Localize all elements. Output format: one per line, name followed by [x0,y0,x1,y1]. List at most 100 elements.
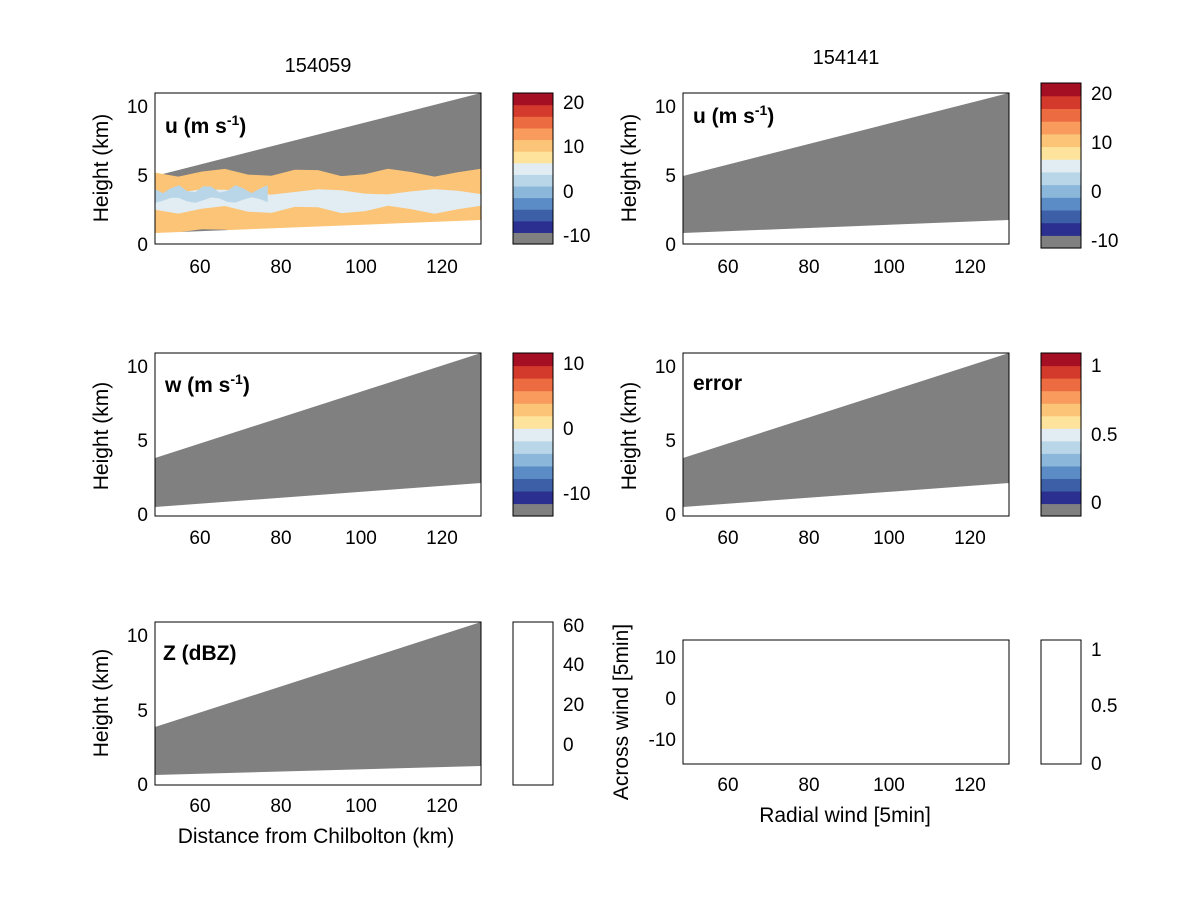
panel-w: w (m s-1) 60 80 100 120 0 5 10 Height (k… [90,352,590,549]
colorbar-level [513,478,553,492]
panel-title: 154141 [813,47,880,69]
colorbar-tick: 20 [563,695,584,716]
colorbar-level [1041,353,1081,367]
panel-reflectivity: Z (dBZ) 60 80 100 120 0 5 10 Height (km)… [90,616,584,848]
y-ticks: 0 5 10 [127,357,148,526]
x-ticks: 60 80 100 120 [189,257,457,278]
colorbar-level [1041,490,1081,505]
x-tick-label: 60 [717,528,738,549]
colorbar-level [513,162,553,175]
colorbar-level [513,104,553,117]
field-label: w (m s-1) [164,371,250,397]
x-tick-label: 100 [345,257,377,278]
field-label: Z (dBZ) [163,642,236,665]
x-tick-label: 100 [345,528,377,549]
colorbar-blocks [513,93,553,245]
x-axis-label: Radial wind [5min] [759,804,931,827]
colorbar-tick: 0 [1091,493,1102,514]
colorbar-level [513,440,553,454]
colorbar-level [513,232,553,245]
y-tick-label: 10 [127,626,148,647]
x-tick-label: 60 [717,775,738,796]
colorbar-level [1041,453,1081,467]
colorbar-level [1041,146,1081,160]
colorbar-tick: 10 [563,137,584,158]
colorbar-level [1041,83,1081,97]
y-tick-label: -10 [649,730,676,751]
colorbar-tick: 0 [563,182,574,203]
colorbar-level [513,415,553,429]
y-tick-label: 10 [655,357,676,378]
colorbar-tick: 0 [563,735,574,756]
colorbar-tick: -10 [1091,231,1118,252]
y-axis-label: Height (km) [618,114,641,223]
colorbar-tick: -10 [563,226,590,247]
y-axis-label: Across wind [5min] [610,624,633,800]
y-ticks: -10 0 10 [649,648,676,751]
colorbar-tick: 0 [1091,182,1102,203]
colorbar-level [1041,222,1081,236]
y-ticks: 0 5 10 [127,97,148,256]
y-tick-label: 0 [665,235,676,256]
x-tick-label: 120 [426,257,458,278]
colorbar-blocks [1041,83,1081,249]
x-axis-label: Distance from Chilbolton (km) [178,825,455,848]
panel-u-154059: 154059 u (m s-1) 60 80 100 120 0 5 10 He… [90,55,590,278]
panel-title: 154059 [285,55,352,77]
colorbar-blocks [513,353,553,517]
field-label: u (m s-1) [165,112,246,138]
colorbar-level [1041,184,1081,198]
y-axis-label: Height (km) [90,114,113,223]
colorbar: 20 10 0 -10 [512,92,590,247]
x-tick-label: 120 [426,528,458,549]
plot-area [155,353,481,516]
y-axis-label: Height (km) [618,382,641,491]
x-tick-label: 60 [189,257,210,278]
x-tick-label: 80 [270,257,291,278]
colorbar-level [513,185,553,199]
colorbar-level [1041,171,1081,186]
x-tick-label: 100 [873,257,905,278]
plot-area [683,353,1009,516]
colorbar-box [1040,82,1082,249]
ground-mask [155,220,481,244]
colorbar: 1 0.5 0 [1040,352,1117,517]
colorbar-tick: 1 [1091,640,1102,661]
colorbar-tick: 20 [563,93,584,114]
x-ticks: 60 80 100 120 [189,528,457,549]
colorbar-level [513,503,553,517]
colorbar: 1 0.5 0 [1040,639,1117,775]
ground-mask [155,766,481,785]
colorbar-tick: 40 [563,655,584,676]
x-ticks: 60 80 100 120 [189,796,457,817]
colorbar-level [1041,403,1081,417]
axes-box [154,92,482,245]
colorbar-tick: 0.5 [1091,696,1117,717]
colorbar-level [513,490,553,505]
colorbar-level [513,365,553,379]
panel-error: error 60 80 100 120 0 5 10 Height (km) 1… [618,352,1117,549]
x-tick-label: 120 [426,796,458,817]
y-tick-label: 10 [127,97,148,118]
colorbar-level [1041,95,1081,109]
colorbar-level [513,139,553,152]
axes-box [682,352,1010,517]
y-axis-label: Height (km) [90,649,113,758]
colorbar-box [1040,352,1082,517]
colorbar-level [1041,235,1081,249]
panel-wind: 60 80 100 120 -10 0 10 Across wind [5min… [610,624,1117,827]
colorbar-blocks [1041,353,1081,517]
colorbar-level [1041,133,1081,148]
x-tick-label: 80 [798,775,819,796]
colorbar-level [1041,503,1081,517]
colorbar-tick: 10 [563,354,584,375]
colorbar-level [513,116,553,129]
colorbar-tick: 60 [563,616,584,637]
colorbar-level [513,197,553,210]
plot-area [155,622,481,785]
colorbar-level [1041,428,1081,442]
colorbar-tick: 0.5 [1091,425,1117,446]
x-tick-label: 80 [270,528,291,549]
y-tick-label: 0 [665,505,676,526]
masked-region [155,353,481,516]
